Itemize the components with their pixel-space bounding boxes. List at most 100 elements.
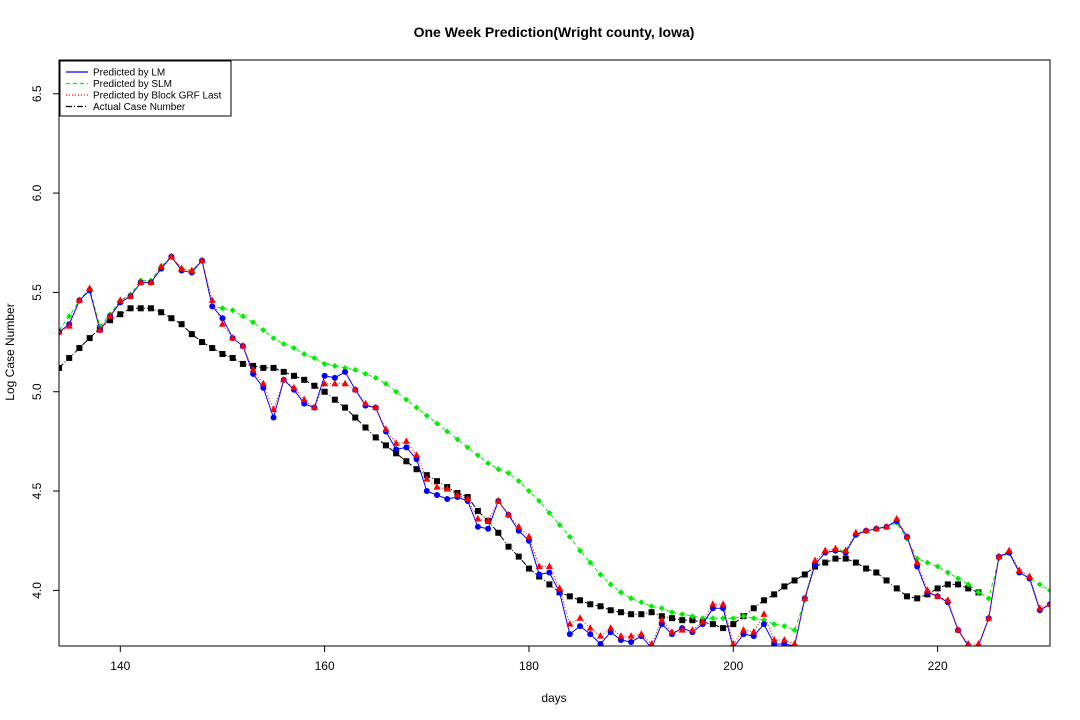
data-point-predicted-by-block-grf-last <box>127 292 135 299</box>
data-point-predicted-by-block-grf-last <box>351 385 359 393</box>
data-point-actual-case-number <box>158 309 165 316</box>
data-point-actual-case-number <box>270 364 277 371</box>
data-point-predicted-by-block-grf-last <box>699 618 707 625</box>
data-point-actual-case-number <box>771 591 778 598</box>
data-point-predicted-by-slm <box>219 305 226 312</box>
data-point-predicted-by-block-grf-last <box>975 640 982 646</box>
data-point-predicted-by-slm <box>485 460 492 467</box>
data-point-actual-case-number <box>525 565 532 572</box>
data-point-actual-case-number <box>781 583 788 590</box>
data-point-predicted-by-block-grf-last <box>596 632 604 639</box>
data-point-predicted-by-block-grf-last <box>842 546 850 554</box>
data-point-predicted-by-slm <box>597 571 604 578</box>
data-point-predicted-by-lm <box>760 621 767 628</box>
data-point-predicted-by-block-grf-last <box>1036 604 1044 611</box>
data-point-predicted-by-block-grf-last <box>1046 600 1050 607</box>
data-point-predicted-by-slm <box>66 313 73 320</box>
x-tick-label: 140 <box>110 659 130 673</box>
data-point-predicted-by-block-grf-last <box>637 630 645 637</box>
data-point-predicted-by-slm <box>474 452 481 459</box>
data-point-predicted-by-slm <box>250 319 257 326</box>
y-tick-label: 4.5 <box>30 482 44 499</box>
data-point-predicted-by-slm <box>382 380 389 387</box>
y-tick-label: 4.0 <box>30 582 44 599</box>
data-point-actual-case-number <box>801 571 808 578</box>
data-point-predicted-by-lm <box>536 571 543 578</box>
x-tick-label: 180 <box>519 659 539 673</box>
data-point-predicted-by-slm <box>423 412 430 419</box>
data-point-predicted-by-block-grf-last <box>668 628 676 635</box>
data-point-predicted-by-slm <box>362 370 369 377</box>
data-point-predicted-by-slm <box>740 613 747 620</box>
data-point-predicted-by-slm <box>955 575 962 582</box>
data-point-predicted-by-block-grf-last <box>627 632 635 639</box>
data-point-predicted-by-block-grf-last <box>535 562 543 570</box>
data-point-actual-case-number <box>352 414 359 421</box>
data-point-predicted-by-lm <box>485 525 492 532</box>
data-point-predicted-by-block-grf-last <box>688 626 696 633</box>
data-point-actual-case-number <box>638 611 645 618</box>
data-point-predicted-by-block-grf-last <box>270 405 278 413</box>
data-point-predicted-by-block-grf-last <box>923 586 931 593</box>
data-point-predicted-by-slm <box>393 388 400 395</box>
data-point-predicted-by-slm <box>689 613 696 620</box>
data-point-actual-case-number <box>903 593 910 600</box>
data-point-predicted-by-slm <box>791 627 798 634</box>
data-point-predicted-by-lm <box>342 368 349 375</box>
data-point-actual-case-number <box>832 555 839 562</box>
data-point-predicted-by-block-grf-last <box>730 640 737 646</box>
data-point-actual-case-number <box>791 577 798 584</box>
data-point-predicted-by-block-grf-last <box>760 610 768 617</box>
data-point-actual-case-number <box>280 368 287 375</box>
data-point-predicted-by-lm <box>270 414 277 421</box>
data-point-predicted-by-slm <box>290 345 297 352</box>
x-tick-label: 160 <box>315 659 335 673</box>
data-point-predicted-by-slm <box>1047 587 1050 594</box>
data-point-predicted-by-block-grf-last <box>576 614 584 621</box>
data-point-predicted-by-block-grf-last <box>423 475 431 482</box>
data-point-actual-case-number <box>117 311 124 318</box>
data-point-predicted-by-slm <box>413 404 420 411</box>
data-point-predicted-by-block-grf-last <box>290 383 298 391</box>
data-point-predicted-by-lm <box>587 631 594 638</box>
data-point-predicted-by-slm <box>454 436 461 443</box>
data-point-actual-case-number <box>566 593 573 600</box>
chart-title: One Week Prediction(Wright county, Iowa) <box>414 24 695 40</box>
data-point-predicted-by-block-grf-last <box>1026 572 1034 579</box>
data-point-actual-case-number <box>617 609 624 616</box>
data-point-predicted-by-slm <box>331 362 338 369</box>
data-point-predicted-by-lm <box>219 315 226 322</box>
data-point-predicted-by-block-grf-last <box>402 437 410 444</box>
data-point-predicted-by-block-grf-last <box>1015 566 1023 574</box>
data-point-predicted-by-lm <box>331 374 338 381</box>
data-point-actual-case-number <box>372 434 379 441</box>
data-point-predicted-by-block-grf-last <box>433 483 441 490</box>
data-point-predicted-by-block-grf-last <box>474 514 482 522</box>
data-point-actual-case-number <box>168 315 175 322</box>
y-tick-label: 6.0 <box>30 184 44 201</box>
data-point-predicted-by-block-grf-last <box>280 375 288 383</box>
data-point-actual-case-number <box>842 555 849 562</box>
data-point-predicted-by-block-grf-last <box>821 546 829 554</box>
data-point-actual-case-number <box>229 354 236 361</box>
data-point-actual-case-number <box>239 360 246 367</box>
data-point-predicted-by-block-grf-last <box>678 626 686 633</box>
data-point-actual-case-number <box>137 305 144 312</box>
data-point-actual-case-number <box>607 607 614 614</box>
data-point-actual-case-number <box>944 581 951 588</box>
data-point-predicted-by-slm <box>679 611 686 618</box>
data-point-actual-case-number <box>290 372 297 379</box>
data-point-predicted-by-block-grf-last <box>934 592 942 599</box>
y-axis: 4.0 4.5 5.0 5.5 6.0 6.5 <box>30 85 59 599</box>
y-tick-label: 6.5 <box>30 85 44 102</box>
data-point-predicted-by-block-grf-last <box>300 395 308 403</box>
data-point-actual-case-number <box>219 350 226 357</box>
data-point-predicted-by-slm <box>975 589 982 596</box>
data-point-predicted-by-block-grf-last <box>617 632 625 639</box>
series-line-actual-case-number <box>59 307 979 629</box>
data-point-predicted-by-block-grf-last <box>965 640 972 646</box>
data-point-predicted-by-block-grf-last <box>372 403 380 411</box>
data-point-predicted-by-lm <box>321 372 328 379</box>
